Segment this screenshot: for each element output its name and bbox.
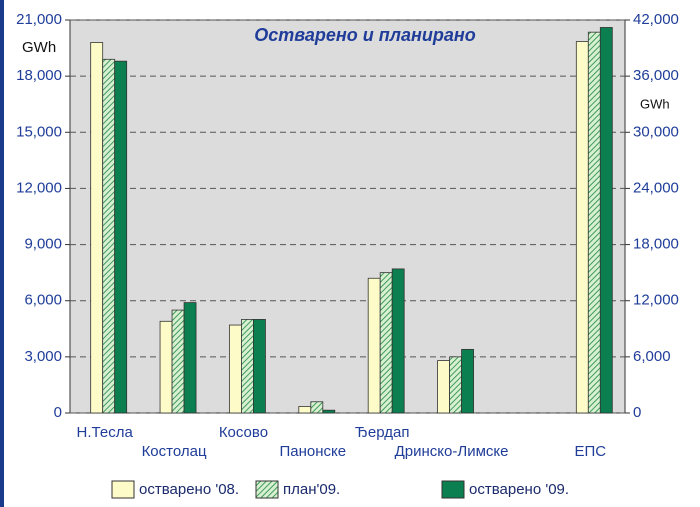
x-tick-label: ЕПС [575,443,607,460]
y-tick-label: 9,000 [24,236,62,253]
bar [298,406,312,414]
legend-swatch [111,480,135,499]
plot-area [69,19,626,414]
x-tick-label: Панонске [280,443,347,460]
bar [183,302,197,414]
legend-label: остварено '08. [139,481,239,498]
bar [90,42,104,414]
bar [461,348,474,414]
bar [102,58,116,414]
bar [171,309,185,414]
y2-tick-label: 42,000 [633,11,679,28]
y2-tick-label: 0 [633,404,641,421]
bar [229,324,242,414]
bar [391,268,405,414]
x-tick-label: Н.Тесла [77,424,134,441]
bar [310,401,324,414]
y2-tick-label: 30,000 [633,123,679,140]
y-axis-label: GWh [22,39,56,56]
y-tick-label: 0 [54,404,62,421]
bar [437,360,450,414]
y-tick-label: 21,000 [16,11,62,28]
y-tick-label: 15,000 [16,123,62,140]
legend-label: план'09. [283,481,340,498]
chart-title: Остварено и планирано [254,25,475,45]
bar [241,319,254,414]
y-tick-label: 18,000 [16,67,62,84]
bar [575,41,589,414]
x-tick-label: Костолац [142,443,207,460]
frame-edge [0,0,4,507]
bar [253,319,266,414]
y2-tick-label: 18,000 [633,236,679,253]
y2-tick-label: 24,000 [633,179,679,196]
x-tick-label: Ђердап [355,424,410,441]
legend-swatch [255,480,279,499]
bar [587,31,601,414]
y2-tick-label: 36,000 [633,67,679,84]
y2-axis-label: GWh [640,96,670,111]
y-tick-label: 6,000 [24,292,62,309]
x-tick-label: Дринско-Лимске [395,443,509,460]
y-tick-label: 3,000 [24,348,62,365]
bar [599,27,613,414]
legend-label: остварено '09. [469,481,569,498]
bar [379,272,393,414]
legend-swatch [441,480,465,499]
y2-tick-label: 6,000 [633,348,671,365]
x-tick-label: Косово [219,424,268,441]
bar [367,277,381,414]
bar [159,320,173,414]
bar [449,356,462,414]
bar [322,409,336,414]
y2-tick-label: 12,000 [633,292,679,309]
bar [114,60,128,414]
y-tick-label: 12,000 [16,179,62,196]
